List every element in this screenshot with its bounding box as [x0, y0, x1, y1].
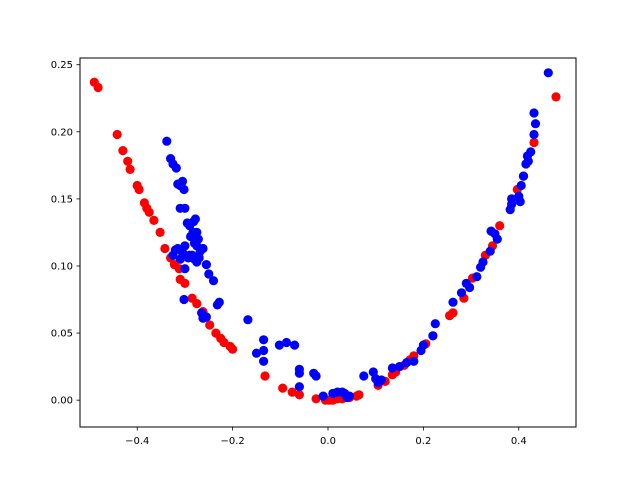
- data-point-series-1-42: [201, 312, 211, 322]
- data-point-series-1-82: [472, 272, 482, 282]
- data-point-series-1-38: [208, 276, 219, 286]
- data-point-series-1-54: [294, 368, 304, 378]
- y-tick-label: 0.15: [51, 194, 73, 205]
- data-point-series-0-4: [123, 156, 133, 166]
- data-point-series-1-0: [162, 136, 172, 146]
- data-point-series-0-18: [180, 278, 190, 288]
- data-point-series-1-73: [409, 356, 419, 366]
- data-point-series-1-50: [274, 340, 284, 350]
- data-point-series-1-58: [318, 391, 328, 401]
- data-point-series-1-64: [342, 392, 352, 403]
- x-tick-label: −0.2: [220, 436, 244, 447]
- data-point-series-1-48: [259, 345, 269, 356]
- data-point-series-1-77: [430, 319, 440, 329]
- data-point-series-1-91: [507, 194, 517, 204]
- data-point-series-0-29: [278, 383, 288, 393]
- data-point-series-1-76: [428, 331, 438, 341]
- data-point-series-0-7: [134, 184, 144, 195]
- data-point-series-0-13: [160, 243, 170, 254]
- y-tick-label: 0.10: [51, 261, 73, 272]
- data-point-series-1-79: [456, 288, 467, 298]
- data-point-series-0-20: [192, 299, 202, 309]
- x-tick-label: 0.0: [320, 436, 336, 447]
- data-point-series-1-88: [492, 234, 502, 244]
- data-point-series-1-95: [518, 171, 529, 181]
- axes-frame: [79, 57, 577, 428]
- data-point-series-1-65: [359, 371, 369, 381]
- data-point-series-1-55: [294, 382, 304, 392]
- data-point-series-0-11: [149, 215, 159, 225]
- data-point-series-0-31: [294, 390, 304, 400]
- y-tick-label: 0.20: [51, 127, 73, 138]
- data-point-series-1-36: [201, 260, 211, 270]
- data-point-series-1-81: [465, 282, 475, 293]
- data-point-series-1-45: [243, 315, 253, 325]
- data-point-series-0-12: [155, 227, 165, 237]
- data-point-series-1-57: [311, 371, 321, 381]
- x-tick-label: 0.2: [415, 436, 431, 447]
- data-point-series-0-30: [287, 387, 297, 397]
- data-point-series-0-51: [448, 308, 458, 318]
- data-point-series-1-7: [179, 184, 189, 195]
- y-tick-label: 0.05: [51, 329, 73, 340]
- data-point-series-1-102: [529, 108, 539, 118]
- data-point-series-0-59: [529, 137, 539, 148]
- data-point-series-1-21: [198, 243, 208, 254]
- data-point-series-1-46: [251, 348, 262, 358]
- data-point-series-0-22: [205, 320, 215, 330]
- data-point-series-1-6: [177, 176, 188, 186]
- data-point-series-1-84: [478, 257, 488, 267]
- data-point-series-0-56: [495, 221, 505, 231]
- x-axis-ticks: −0.4 −0.2 0.0 0.2 0.4: [125, 427, 527, 447]
- data-point-series-1-13: [190, 214, 200, 224]
- data-point-series-1-70: [387, 363, 397, 373]
- data-point-series-1-71: [394, 362, 405, 372]
- data-point-series-1-27: [180, 241, 190, 251]
- data-point-series-1-98: [523, 156, 533, 166]
- data-point-series-0-28: [260, 371, 270, 381]
- data-point-series-1-78: [448, 297, 458, 307]
- data-point-series-1-9: [180, 203, 190, 213]
- data-point-series-0-3: [118, 146, 128, 156]
- data-point-series-1-69: [376, 375, 386, 385]
- data-point-series-1-37: [204, 269, 214, 279]
- data-point-series-1-35: [194, 253, 204, 263]
- data-point-series-0-10: [144, 207, 154, 217]
- data-point-series-0-1: [93, 82, 103, 93]
- data-point-series-1-99: [526, 147, 536, 157]
- data-point-series-1-100: [529, 129, 539, 140]
- data-point-series-1-75: [418, 340, 428, 350]
- data-point-series-0-2: [112, 129, 122, 140]
- data-point-series-0-5: [125, 164, 135, 174]
- data-point-series-1-101: [530, 119, 541, 129]
- data-point-series-1-44: [214, 297, 224, 307]
- data-point-series-1-47: [259, 335, 269, 345]
- x-tick-label: −0.4: [125, 436, 149, 447]
- data-point-series-1-72: [402, 358, 412, 368]
- data-point-series-1-52: [290, 340, 300, 350]
- data-point-series-1-3: [171, 163, 181, 173]
- data-point-series-1-39: [179, 294, 189, 305]
- data-point-series-0-60: [551, 92, 561, 102]
- data-point-series-1-94: [516, 180, 526, 191]
- data-point-series-1-49: [259, 356, 269, 366]
- y-tick-label: 0.25: [51, 60, 73, 71]
- points-layer: [89, 68, 561, 405]
- y-tick-label: 0.00: [51, 396, 73, 407]
- data-point-series-0-27: [228, 344, 238, 354]
- data-point-series-0-40: [354, 390, 364, 400]
- data-point-series-1-85: [485, 246, 495, 256]
- data-point-series-0-32: [311, 394, 321, 404]
- data-point-series-1-29: [180, 264, 190, 274]
- y-axis-ticks: 0.00 0.05 0.10 0.15 0.20 0.25: [51, 60, 80, 407]
- data-point-series-1-51: [281, 337, 292, 348]
- data-point-series-1-103: [543, 68, 553, 78]
- data-point-series-1-93: [515, 197, 525, 207]
- x-tick-label: 0.4: [511, 436, 527, 447]
